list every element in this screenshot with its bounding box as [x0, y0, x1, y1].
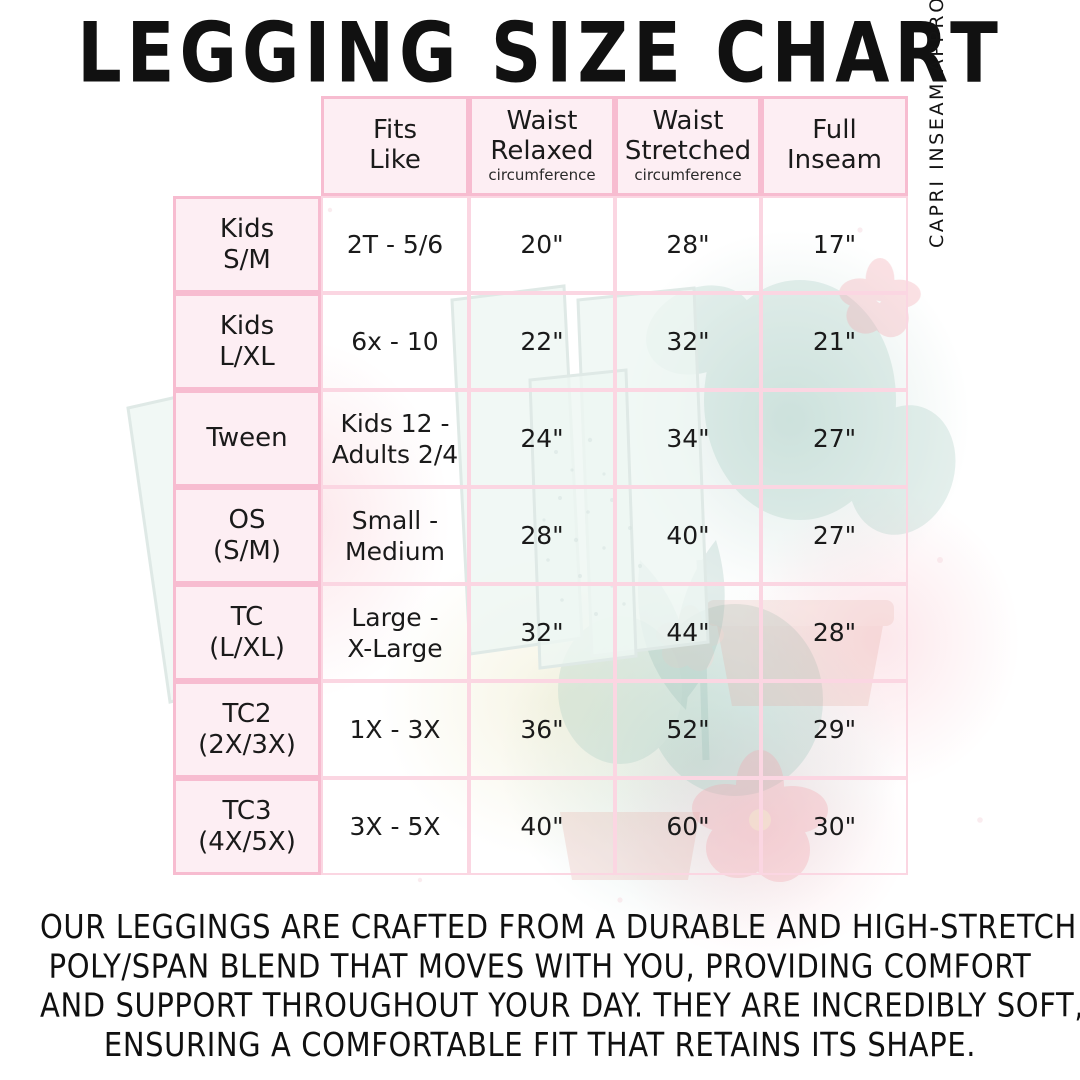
table-header: Fits Like Waist Relaxed circumference Wa…: [173, 96, 908, 196]
cell-full-inseam: 27": [761, 390, 908, 487]
cell-line-2: Medium: [345, 536, 445, 566]
column-header-full-inseam: Full Inseam: [761, 96, 908, 196]
header-subtitle: circumference: [488, 166, 596, 184]
header-line-1: Waist: [652, 106, 724, 136]
description-line-2: POLY/SPAN BLEND THAT MOVES WITH YOU, PRO…: [48, 947, 1032, 986]
cell-waist-relaxed: 28": [469, 487, 615, 584]
table-row: OS (S/M) Small - Medium 28" 40" 27": [173, 487, 908, 584]
row-label-line-1: OS: [228, 504, 266, 535]
row-label-line-2: L/XL: [219, 341, 275, 372]
table-row: TC (L/XL) Large - X-Large 32" 44" 28": [173, 584, 908, 681]
cell-line-1: 2T - 5/6: [346, 230, 444, 259]
row-label-size: OS (S/M): [173, 487, 321, 584]
row-label-line-2: (2X/3X): [198, 729, 296, 760]
page-title: LEGGING SIZE CHART: [77, 4, 1003, 102]
product-description: OUR LEGGINGS ARE CRAFTED FROM A DURABLE …: [40, 908, 1080, 1065]
cell-full-inseam: 21": [761, 293, 908, 390]
cell-waist-relaxed: 40": [469, 778, 615, 875]
table-row: TC2 (2X/3X) 1X - 3X 36" 52" 29": [173, 681, 908, 778]
row-label-line-2: (L/XL): [209, 632, 285, 663]
description-line-3: AND SUPPORT THROUGHOUT YOUR DAY. THEY AR…: [40, 986, 1080, 1025]
cell-fits-like: Kids 12 - Adults 2/4: [321, 390, 469, 487]
cell-waist-relaxed: 20": [469, 196, 615, 293]
row-label-line-1: TC: [230, 601, 264, 632]
legging-size-table: Fits Like Waist Relaxed circumference Wa…: [173, 96, 908, 875]
header-line-2: Stretched: [624, 136, 752, 166]
capri-inseam-note: CAPRI INSEAM APPROX 8 INCHES SHORTER: [926, 0, 948, 248]
cell-full-inseam: 28": [761, 584, 908, 681]
cell-line-1: Small -: [351, 505, 439, 535]
table-row: Kids L/XL 6x - 10 22" 32" 21": [173, 293, 908, 390]
cell-waist-stretched: 44": [615, 584, 761, 681]
header-line-1: Full: [812, 115, 857, 145]
table-body: Kids S/M 2T - 5/6 20" 28" 17" Kids L/XL 6x - 10 2…: [173, 196, 908, 875]
cell-line-1: 6x - 10: [351, 327, 439, 356]
cell-fits-like: Small - Medium: [321, 487, 469, 584]
cell-line-1: 3X - 5X: [349, 812, 441, 841]
cell-waist-relaxed: 32": [469, 584, 615, 681]
table-row: Kids S/M 2T - 5/6 20" 28" 17": [173, 196, 908, 293]
cell-full-inseam: 17": [761, 196, 908, 293]
cell-line-1: 1X - 3X: [349, 715, 441, 744]
cell-line-2: Adults 2/4: [331, 439, 459, 469]
cell-waist-stretched: 60": [615, 778, 761, 875]
header-line-2: Like: [369, 145, 421, 175]
corner-cell: [173, 96, 321, 196]
cell-line-1: Kids 12 -: [340, 408, 450, 438]
cell-fits-like: 3X - 5X: [321, 778, 469, 875]
cell-waist-stretched: 40": [615, 487, 761, 584]
row-label-line-1: Tween: [206, 423, 288, 453]
row-label-line-2: S/M: [223, 244, 271, 275]
row-label-line-1: TC3: [222, 795, 272, 826]
row-label-size: TC (L/XL): [173, 584, 321, 681]
description-line-4: ENSURING A COMFORTABLE FIT THAT RETAINS …: [103, 1025, 977, 1064]
cell-line-1: Large -: [351, 602, 439, 632]
table-row: Tween Kids 12 - Adults 2/4 24" 34" 27": [173, 390, 908, 487]
cell-full-inseam: 30": [761, 778, 908, 875]
cell-waist-stretched: 28": [615, 196, 761, 293]
cell-waist-stretched: 32": [615, 293, 761, 390]
header-line-1: Waist: [506, 106, 578, 136]
row-label-size: Tween: [173, 390, 321, 487]
column-header-fits-like: Fits Like: [321, 96, 469, 196]
row-label-line-1: Kids: [219, 213, 275, 244]
column-header-waist-relaxed: Waist Relaxed circumference: [469, 96, 615, 196]
row-label-size: TC2 (2X/3X): [173, 681, 321, 778]
table-row: TC3 (4X/5X) 3X - 5X 40" 60" 30": [173, 778, 908, 875]
header-line-2: Inseam: [787, 145, 882, 175]
header-row: Fits Like Waist Relaxed circumference Wa…: [173, 96, 908, 196]
cell-full-inseam: 27": [761, 487, 908, 584]
header-line-2: Relaxed: [490, 136, 594, 166]
row-label-size: Kids L/XL: [173, 293, 321, 390]
description-line-1: OUR LEGGINGS ARE CRAFTED FROM A DURABLE …: [40, 908, 1077, 947]
cell-waist-relaxed: 24": [469, 390, 615, 487]
row-label-size: TC3 (4X/5X): [173, 778, 321, 875]
row-label-size: Kids S/M: [173, 196, 321, 293]
row-label-line-1: TC2: [222, 698, 272, 729]
cell-fits-like: 6x - 10: [321, 293, 469, 390]
cell-line-2: X-Large: [347, 633, 443, 663]
header-line-1: Fits: [372, 115, 418, 145]
cell-full-inseam: 29": [761, 681, 908, 778]
row-label-line-2: (4X/5X): [198, 826, 296, 857]
cell-fits-like: Large - X-Large: [321, 584, 469, 681]
cell-waist-stretched: 52": [615, 681, 761, 778]
cell-waist-relaxed: 36": [469, 681, 615, 778]
column-header-waist-stretched: Waist Stretched circumference: [615, 96, 761, 196]
row-label-line-1: Kids: [219, 310, 275, 341]
header-subtitle: circumference: [634, 166, 742, 184]
cell-waist-stretched: 34": [615, 390, 761, 487]
cell-fits-like: 1X - 3X: [321, 681, 469, 778]
cell-fits-like: 2T - 5/6: [321, 196, 469, 293]
cell-waist-relaxed: 22": [469, 293, 615, 390]
row-label-line-2: (S/M): [213, 535, 281, 566]
